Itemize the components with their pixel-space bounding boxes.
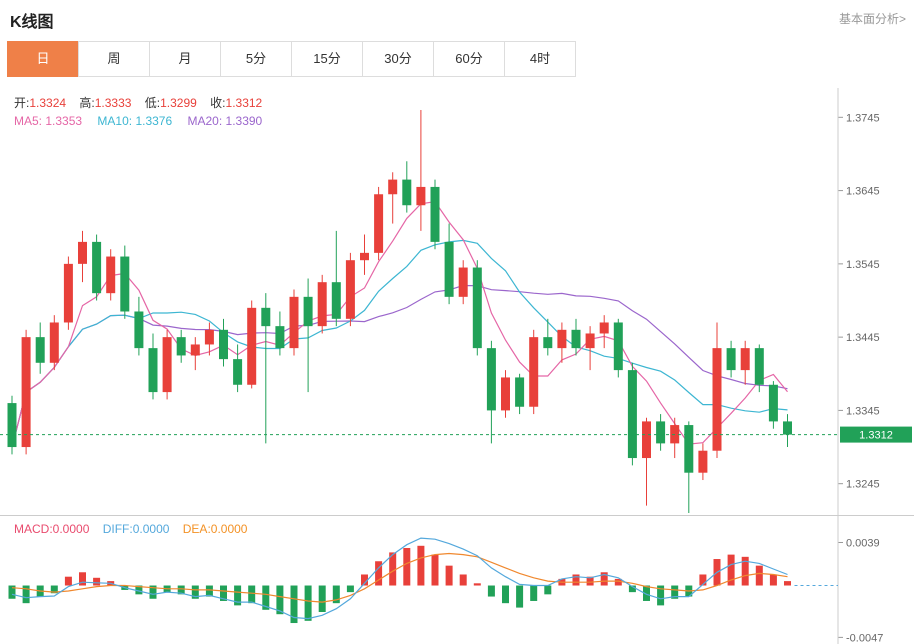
svg-text:1.3445: 1.3445 xyxy=(846,332,880,344)
page-header: K线图 基本面分析> xyxy=(0,0,914,32)
svg-text:1.3545: 1.3545 xyxy=(846,259,880,271)
svg-text:-0.0047: -0.0047 xyxy=(846,632,883,644)
chart-area: 1.3745 1.3645 1.3545 1.3445 1.3345 1.3245 1.33… xyxy=(0,88,914,644)
tab-15min[interactable]: 15分 xyxy=(291,41,363,77)
svg-text:1.3312: 1.3312 xyxy=(859,430,893,442)
tab-4hour[interactable]: 4时 xyxy=(504,41,576,77)
tab-30min[interactable]: 30分 xyxy=(362,41,434,77)
tab-month[interactable]: 月 xyxy=(149,41,221,77)
fundamental-analysis-link[interactable]: 基本面分析> xyxy=(838,12,906,26)
svg-text:1.3645: 1.3645 xyxy=(846,186,880,198)
panel-separator xyxy=(0,515,914,516)
macd-chart[interactable]: 0.0039 -0.0047 xyxy=(0,516,914,644)
tab-60min[interactable]: 60分 xyxy=(433,41,505,77)
period-tabs: 日 周 月 5分 15分 30分 60分 4时 xyxy=(7,41,914,77)
tab-day[interactable]: 日 xyxy=(7,41,79,77)
tab-week[interactable]: 周 xyxy=(78,41,150,77)
page-title: K线图 xyxy=(10,14,54,31)
svg-text:1.3345: 1.3345 xyxy=(846,405,880,417)
tab-5min[interactable]: 5分 xyxy=(220,41,292,77)
svg-text:0.0039: 0.0039 xyxy=(846,537,880,549)
svg-text:1.3245: 1.3245 xyxy=(846,479,880,491)
main-chart[interactable]: 1.3745 1.3645 1.3545 1.3445 1.3345 1.3245 1.33… xyxy=(0,88,914,515)
svg-text:1.3745: 1.3745 xyxy=(846,112,880,124)
